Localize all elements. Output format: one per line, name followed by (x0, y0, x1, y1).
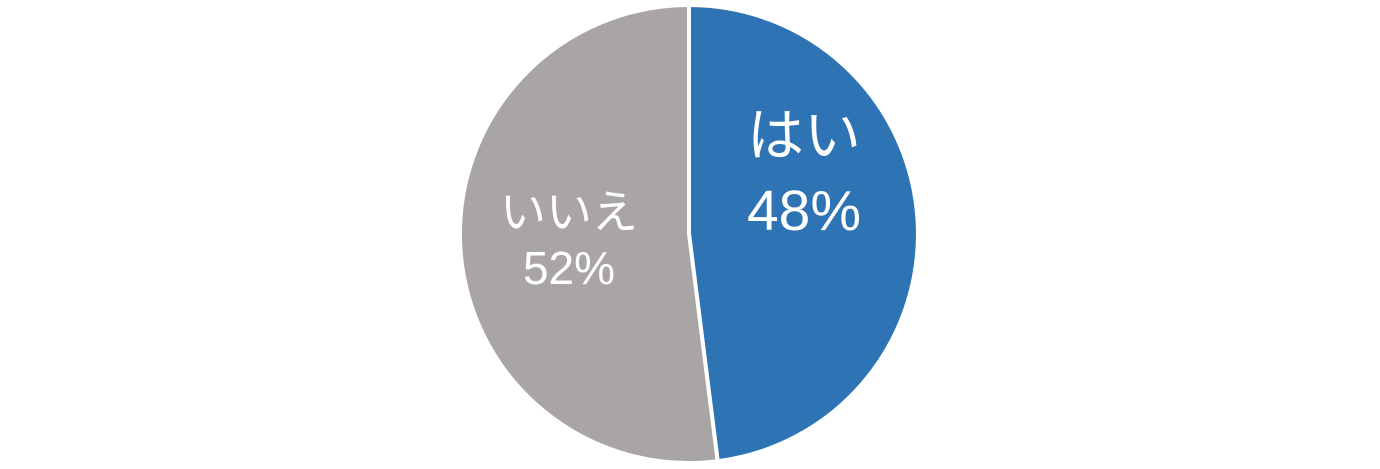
pie-slice-1 (457, 3, 720, 465)
pie-slice-0 (687, 3, 920, 464)
